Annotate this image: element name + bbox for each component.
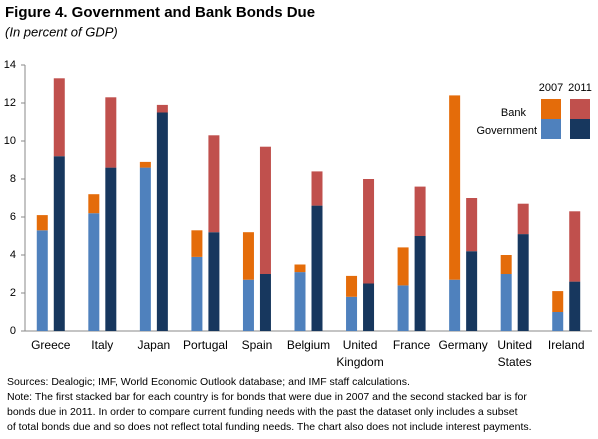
bar-segment [363, 283, 375, 331]
bar-segment [208, 232, 220, 331]
x-tick-label-line: Kingdom [336, 355, 383, 369]
legend-group-label: 2011 [568, 82, 592, 94]
bar-segment [88, 213, 100, 331]
bar-segment [242, 279, 254, 331]
y-tick-label: 14 [4, 59, 16, 71]
bar-segment [156, 112, 168, 331]
legend-stack-label: Government [476, 125, 537, 137]
footnote: bonds due in 2011. In order to compare c… [7, 406, 518, 418]
y-tick-label: 4 [10, 249, 16, 261]
x-tick-label-line: States [498, 355, 532, 369]
x-tick-label: France [393, 338, 431, 352]
x-tick-label-line: United [343, 338, 378, 352]
bar-segment [569, 211, 581, 282]
bar-segment [363, 179, 375, 284]
bar-segment [500, 274, 512, 331]
bar-segment [105, 97, 117, 168]
bar-segment [517, 234, 529, 331]
y-tick-label: 8 [10, 173, 16, 185]
bar-segment [36, 230, 48, 331]
y-tick-label: 12 [4, 97, 16, 109]
bar-segment [414, 186, 426, 236]
legend-swatch [570, 99, 590, 119]
x-tick-label: Japan [138, 338, 171, 352]
bar-segment [552, 291, 564, 312]
bar-segment [294, 264, 306, 273]
bar-segment [414, 236, 426, 331]
chart-title: Figure 4. Government and Bank Bonds Due [5, 4, 315, 21]
bar-segment [139, 161, 151, 168]
bar-segment [449, 95, 461, 280]
bar-segment [311, 205, 323, 331]
x-tick-label: Ireland [548, 338, 585, 352]
bar-segment [259, 274, 271, 331]
bar-segment [208, 135, 220, 233]
legend-swatch [541, 99, 561, 119]
bar-segment [500, 255, 512, 274]
y-tick-label: 2 [10, 287, 16, 299]
bar-segment [105, 167, 117, 331]
bar-segment [346, 275, 358, 297]
bar-segment [139, 167, 151, 331]
bar-segment [397, 247, 409, 286]
bar-segment [242, 232, 254, 280]
bar-segment [53, 78, 65, 157]
x-tick-label: Portugal [183, 338, 228, 352]
bar-segment [397, 285, 409, 331]
x-tick-label: United States [497, 338, 532, 369]
bar-segment [259, 146, 271, 274]
y-tick-label: 6 [10, 211, 16, 223]
y-tick-label: 10 [4, 135, 16, 147]
footnote: Note: The first stacked bar for each cou… [7, 391, 527, 403]
bar-segment [466, 251, 478, 331]
bar-segment [311, 171, 323, 206]
bar-segment [53, 156, 65, 331]
bar-segment [552, 312, 564, 331]
legend-group-label: 2007 [539, 82, 563, 94]
bar-segment [517, 203, 529, 235]
x-tick-label: Belgium [287, 338, 330, 352]
x-tick-label: Greece [31, 338, 71, 352]
chart-subtitle: (In percent of GDP) [5, 24, 118, 39]
bar-segment [346, 296, 358, 331]
y-tick-label: 0 [10, 325, 16, 337]
legend-stack-label: Bank [501, 107, 527, 119]
bar-segment [36, 215, 48, 231]
bar-segment [449, 279, 461, 331]
bar-segment [88, 194, 100, 214]
x-tick-label: Germany [438, 338, 487, 352]
x-tick-label: United Kingdom [336, 338, 383, 369]
x-tick-label: Italy [91, 338, 113, 352]
footnote: Sources: Dealogic; IMF, World Economic O… [7, 376, 410, 388]
bar-segment [466, 198, 478, 252]
bar-segment [156, 104, 168, 113]
bar-segment [191, 256, 203, 331]
legend-swatch [570, 119, 590, 139]
legend-swatch [541, 119, 561, 139]
bar-segment [569, 281, 581, 331]
bar-segment [191, 230, 203, 257]
x-tick-label-line: United [497, 338, 532, 352]
footnote: of total bonds due and so does not refle… [7, 421, 532, 433]
bar-segment [294, 272, 306, 331]
x-tick-label: Spain [242, 338, 273, 352]
